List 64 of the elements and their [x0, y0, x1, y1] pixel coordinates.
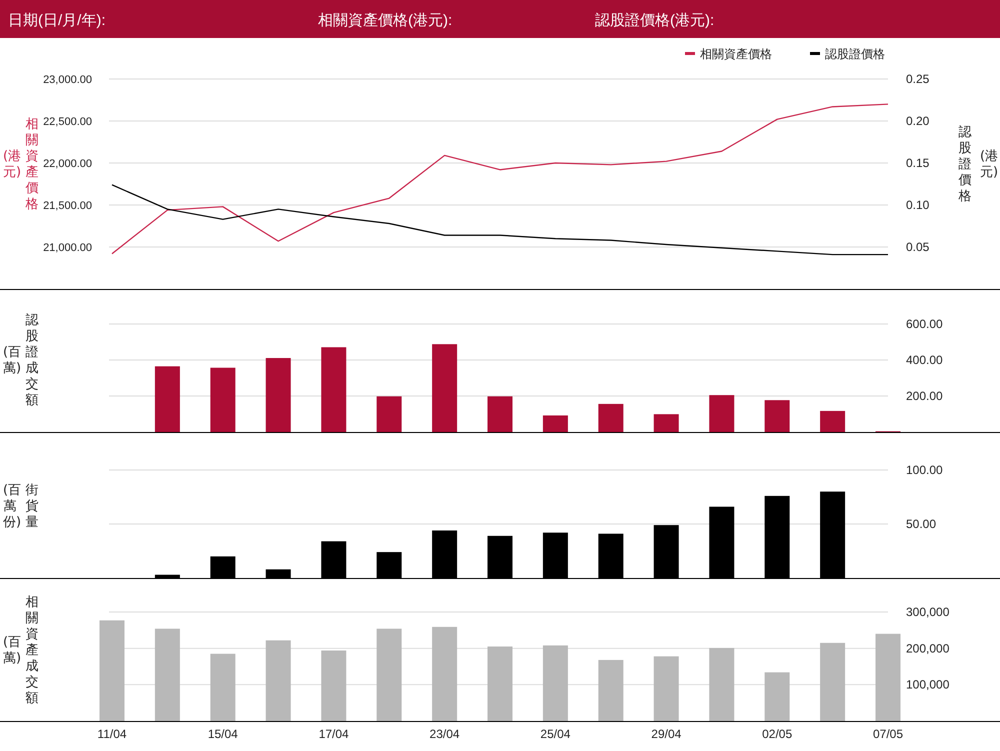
y-tick-label: 21,000.00: [43, 242, 92, 254]
bar: [376, 396, 402, 432]
y-tick-label: 600.00: [906, 317, 944, 331]
bar: [321, 347, 346, 432]
bar: [709, 648, 734, 721]
text: 認股證價格(港元):: [595, 12, 714, 29]
y2-tick-label: 0.20: [906, 114, 930, 128]
bar: [654, 414, 679, 432]
x-tick-label: 29/04: [651, 727, 682, 741]
bar: [764, 400, 790, 432]
bar: [820, 642, 846, 721]
y-tick-label: 200.00: [906, 389, 944, 403]
y-tick-label: 100,000: [906, 678, 950, 692]
y-tick-label: 23,000.00: [43, 74, 92, 86]
legend-label: 認股證價格: [825, 47, 885, 61]
bar: [598, 404, 624, 432]
text: 認股證成交額(百萬): [3, 313, 38, 408]
bar: [432, 626, 458, 721]
bar: [876, 634, 900, 721]
x-tick-label: 11/04: [97, 727, 127, 741]
y2-tick-label: 0.15: [906, 156, 930, 170]
x-tick-label: 02/05: [762, 727, 792, 741]
x-tick-label: 25/04: [540, 727, 571, 741]
y2-tick-label: 0.25: [906, 72, 930, 86]
y-tick-label: 21,500.00: [43, 200, 92, 212]
bar: [210, 368, 236, 432]
y-tick-label: 22,500.00: [43, 116, 92, 128]
bar: [488, 396, 512, 432]
bar: [542, 645, 568, 721]
y-tick-label: 300,000: [906, 605, 950, 619]
bar: [598, 660, 624, 721]
bar: [488, 646, 512, 721]
text: 街貨量(百萬份): [3, 482, 38, 530]
bar: [820, 410, 846, 432]
bar: [321, 650, 346, 721]
y-tick-label: 400.00: [906, 353, 944, 367]
bar: [154, 628, 180, 721]
bar: [709, 395, 734, 432]
bar: [542, 415, 568, 432]
text: 相關資產價格(港元): [3, 116, 38, 212]
x-tick-label: 15/04: [208, 727, 238, 741]
bar: [154, 366, 180, 432]
y-tick-label: 22,000.00: [43, 158, 92, 170]
y-tick-label: 100.00: [906, 463, 944, 477]
legend-label: 相關資產價格: [700, 47, 772, 61]
bar: [432, 344, 458, 432]
bar: [210, 654, 236, 721]
x-tick-label: 07/05: [872, 727, 904, 741]
y-tick-label: 50.00: [906, 517, 936, 531]
line-series: [111, 184, 889, 256]
line-series: [111, 104, 889, 254]
y2-tick-label: 0.05: [906, 240, 930, 254]
y-tick-label: 200,000: [906, 641, 950, 656]
text: 相關資產價格(港元):: [318, 12, 452, 29]
bar: [266, 640, 291, 721]
bar: [764, 672, 790, 721]
text: 日期(日/月/年):: [8, 12, 106, 29]
bar: [100, 620, 124, 721]
bar: [266, 358, 291, 432]
y2-tick-label: 0.10: [906, 198, 930, 212]
x-tick-label: 23/04: [430, 727, 460, 741]
bar: [654, 656, 679, 721]
x-tick-label: 17/04: [318, 727, 350, 741]
bar: [376, 628, 402, 721]
